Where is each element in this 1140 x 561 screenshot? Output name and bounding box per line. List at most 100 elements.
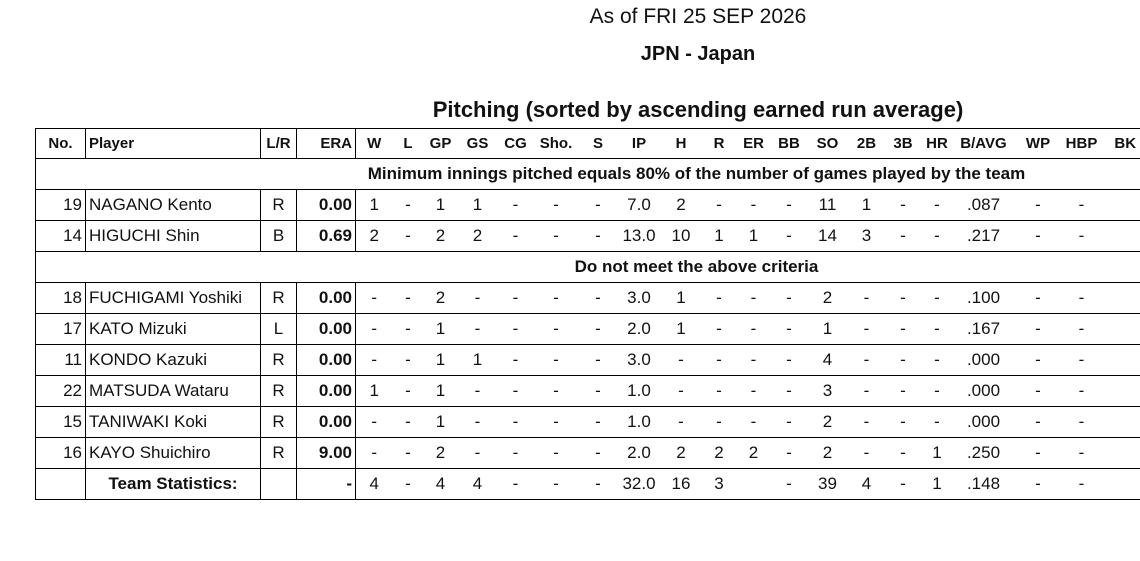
cell: 10	[671, 226, 691, 245]
cell: .000	[966, 412, 1001, 431]
cell: -	[900, 381, 906, 400]
cell: -	[405, 195, 411, 214]
cell: 1	[472, 350, 483, 369]
cell: .250	[966, 443, 1001, 462]
cell	[260, 468, 297, 500]
cell: .000	[966, 350, 1001, 369]
cell: 15	[35, 406, 86, 438]
cell: -	[1035, 412, 1041, 431]
cell: KATO Mizuki	[85, 313, 261, 345]
cell: -	[1078, 443, 1085, 462]
cell: -	[863, 412, 870, 431]
column-header: CG	[504, 135, 527, 152]
column-header: GP	[429, 135, 452, 152]
cell	[1101, 221, 1140, 252]
section-label: Minimum innings pitched equals 80% of th…	[367, 164, 1026, 183]
cell: -	[750, 195, 757, 214]
cell: 11	[818, 195, 837, 214]
cell: -	[405, 474, 411, 493]
cell: -	[474, 319, 481, 338]
cell: -	[474, 288, 481, 307]
cell: -	[512, 350, 519, 369]
cell: -	[595, 226, 601, 245]
cell	[1101, 190, 1140, 221]
cell: 39	[818, 474, 837, 493]
cell: -	[512, 381, 519, 400]
column-header: HR	[926, 135, 948, 152]
cell: L	[260, 313, 297, 345]
column-header: No.	[35, 128, 86, 159]
cell: 4	[435, 474, 446, 493]
cell: 2	[435, 226, 446, 245]
table-title: Pitching (sorted by ascending earned run…	[432, 97, 964, 122]
cell: -	[900, 350, 906, 369]
cell: 2	[676, 443, 686, 462]
column-header: IP	[631, 135, 647, 152]
cell: .148	[966, 474, 1001, 493]
cell: -	[512, 226, 519, 245]
cell: -	[900, 474, 906, 493]
cell: -	[371, 288, 378, 307]
cell: -	[1035, 319, 1041, 338]
cell: 16	[671, 474, 691, 493]
column-header: L	[403, 135, 413, 152]
cell: 1	[932, 443, 942, 462]
cell: 9.00	[296, 437, 356, 469]
cell: -	[716, 412, 722, 431]
cell: 4	[369, 474, 379, 493]
cell: -	[934, 381, 940, 400]
cell: KONDO Kazuki	[85, 344, 261, 376]
cell: -	[786, 412, 792, 431]
cell: -	[405, 226, 411, 245]
section-label: Do not meet the above criteria	[574, 257, 819, 276]
column-header: SO	[816, 135, 839, 152]
cell: -	[1078, 350, 1085, 369]
cell: -	[716, 195, 722, 214]
section-row: Minimum innings pitched equals 80% of th…	[35, 158, 1140, 190]
cell: 2	[822, 443, 833, 462]
cell: 32.0	[622, 474, 656, 493]
cell: -	[553, 350, 559, 369]
cell: -	[405, 350, 411, 369]
cell: -	[1035, 226, 1041, 245]
cell: -	[716, 288, 722, 307]
cell: -	[863, 350, 870, 369]
cell: 1	[748, 226, 759, 245]
cell: 4	[822, 350, 833, 369]
cell: -	[1035, 288, 1041, 307]
cell: 1	[369, 381, 379, 400]
cell: 18	[35, 282, 86, 314]
pitching-table: No. Player L/R ERA W L GP GS CG Sho. S IP H R ER BB SO 2B…	[35, 128, 1140, 500]
cell: 1	[435, 350, 446, 369]
team-name: JPN - Japan	[640, 43, 756, 65]
cell: -	[900, 288, 906, 307]
cell: 22	[35, 375, 86, 407]
cell: -	[512, 319, 519, 338]
cell: -	[1078, 195, 1085, 214]
cell: -	[371, 350, 378, 369]
column-header: B/AVG	[960, 135, 1007, 152]
cell: -	[474, 412, 481, 431]
cell: -	[786, 288, 792, 307]
cell: -	[750, 319, 757, 338]
cell: -	[716, 381, 722, 400]
cell: -	[786, 350, 792, 369]
cell: 4	[861, 474, 872, 493]
column-header: ERA	[296, 128, 356, 159]
cell: -	[474, 443, 481, 462]
cell: -	[750, 381, 757, 400]
cell: 0.00	[296, 375, 356, 407]
cell: 3	[822, 381, 833, 400]
player-row: 15 TANIWAKI Koki R 0.00- -1- - - -1.0- - - -2- - - .0…	[35, 406, 1140, 438]
cell: -	[512, 412, 519, 431]
cell: -	[405, 381, 411, 400]
cell: 19	[35, 189, 86, 221]
cell	[1101, 438, 1140, 469]
column-header: GS	[466, 135, 489, 152]
cell: -	[553, 381, 559, 400]
cell: HIGUCHI Shin	[85, 220, 261, 252]
cell: -	[1078, 474, 1085, 493]
cell: -	[750, 288, 757, 307]
cell: 0.00	[296, 313, 356, 345]
